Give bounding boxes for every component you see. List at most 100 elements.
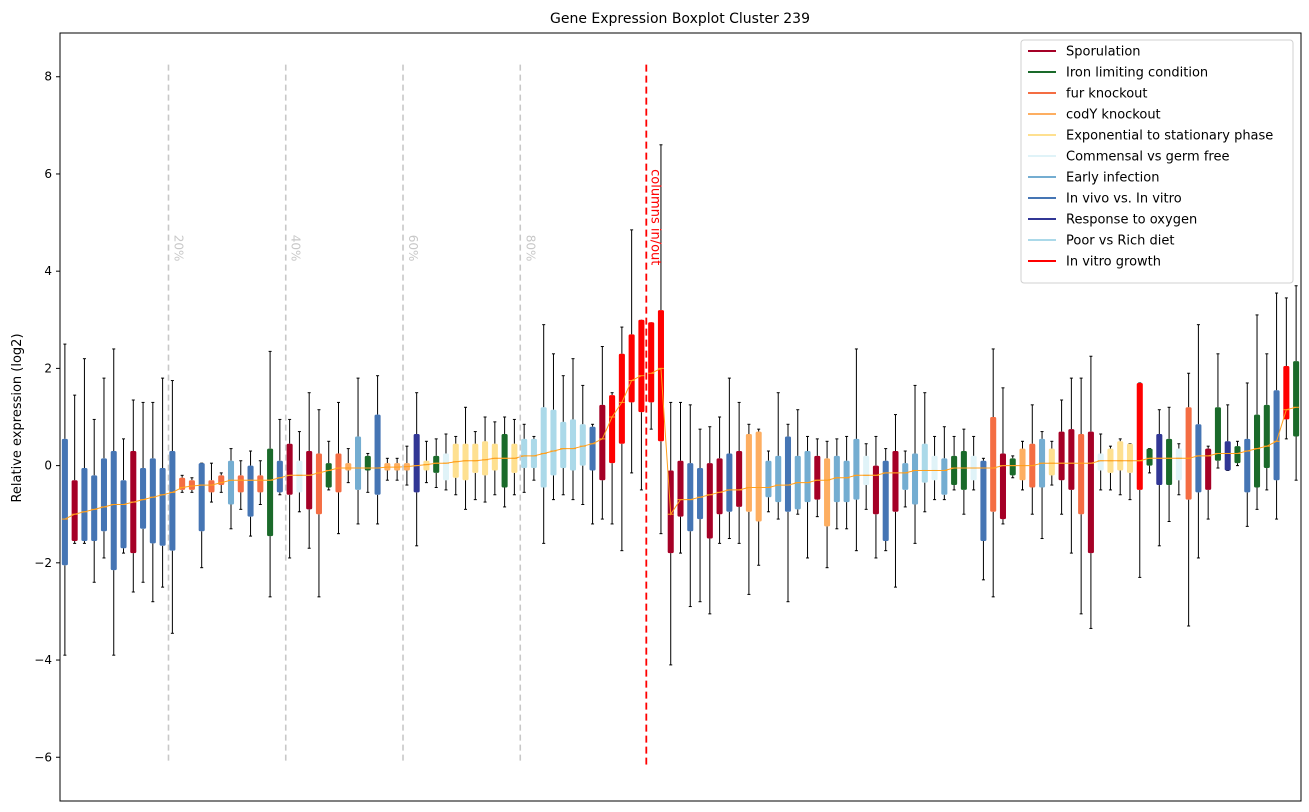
box-57	[609, 392, 616, 525]
box-body	[276, 460, 283, 493]
box-80	[833, 438, 840, 530]
box-1	[61, 343, 68, 656]
box-body	[374, 414, 381, 495]
box-body	[824, 458, 831, 527]
box-63	[667, 401, 674, 666]
box-body	[267, 448, 274, 537]
box-46	[501, 416, 508, 508]
box-49	[530, 435, 537, 481]
box-123	[1253, 314, 1261, 510]
box-body	[921, 443, 928, 483]
box-body	[716, 458, 723, 515]
box-70	[736, 401, 743, 544]
box-body	[755, 431, 762, 522]
box-93	[960, 428, 967, 515]
box-body	[306, 451, 313, 510]
box-31	[355, 377, 362, 525]
box-34	[384, 457, 391, 481]
box-body	[140, 468, 147, 529]
box-3	[81, 358, 88, 544]
box-75	[784, 423, 792, 603]
box-61	[648, 322, 655, 430]
box-body	[697, 468, 704, 520]
box-77	[804, 435, 811, 559]
box-body	[560, 421, 567, 469]
box-65	[687, 404, 694, 608]
box-14	[188, 477, 195, 493]
legend-frame	[1020, 39, 1294, 284]
box-body	[120, 480, 127, 549]
box-83	[863, 443, 870, 510]
box-body	[100, 458, 108, 532]
box-body	[814, 455, 821, 500]
box-124	[1263, 353, 1270, 491]
box-9	[140, 401, 147, 583]
box-body	[247, 465, 254, 517]
box-body	[1048, 448, 1055, 476]
box-body	[482, 441, 489, 476]
box-body	[149, 458, 156, 544]
box-50	[540, 324, 547, 544]
box-body	[501, 434, 508, 488]
box-body	[1185, 407, 1192, 500]
box-body	[1263, 404, 1270, 469]
box-body	[599, 404, 606, 481]
legend-entry: Commensal vs germ free	[1066, 150, 1229, 165]
box-body	[1136, 382, 1143, 490]
box-body	[423, 460, 430, 471]
legend-entry: Exponential to stationary phase	[1066, 129, 1273, 144]
box-body	[413, 434, 420, 493]
box-body	[990, 417, 997, 512]
box-8	[130, 399, 137, 593]
box-body	[882, 460, 889, 541]
box-72	[755, 428, 762, 566]
box-13	[179, 474, 186, 493]
box-107	[1097, 433, 1104, 491]
box-71	[745, 423, 752, 595]
box-body	[775, 455, 782, 503]
box-body	[472, 443, 479, 473]
box-body	[1097, 453, 1104, 471]
box-body	[1205, 448, 1212, 490]
median-trend-in	[64, 375, 642, 520]
box-body	[892, 451, 899, 512]
box-body	[1224, 441, 1231, 471]
split-label: columns in/out	[647, 169, 662, 265]
y-tick-label: 0	[44, 459, 52, 473]
box-112	[1146, 448, 1153, 474]
box-body	[951, 455, 958, 486]
box-body	[1166, 438, 1173, 486]
box-body	[618, 353, 625, 444]
box-90	[931, 435, 938, 501]
box-127	[1293, 285, 1300, 481]
box-38	[423, 440, 430, 484]
box-97	[999, 387, 1006, 525]
box-body	[1293, 361, 1300, 437]
box-20	[247, 450, 254, 537]
box-body	[569, 419, 577, 471]
box-body	[872, 465, 879, 515]
box-16	[208, 462, 215, 503]
box-88	[911, 384, 919, 544]
box-body	[1175, 448, 1182, 481]
box-body	[1087, 431, 1094, 554]
box-55	[589, 423, 596, 525]
box-body	[853, 438, 860, 500]
box-body	[1234, 446, 1241, 464]
box-body	[1009, 458, 1016, 476]
box-54	[579, 384, 586, 505]
legend-entry: In vivo vs. In vitro	[1066, 192, 1182, 207]
median-trend-out	[650, 367, 1297, 516]
box-body	[345, 463, 352, 471]
box-94	[970, 435, 977, 491]
plot-area	[61, 144, 1300, 666]
box-111	[1136, 382, 1143, 578]
box-26	[306, 392, 313, 549]
box-64	[677, 401, 684, 554]
box-body	[91, 475, 98, 541]
box-body	[1068, 429, 1075, 490]
box-118	[1205, 445, 1212, 520]
box-body	[521, 438, 528, 469]
percentile-label: 20%	[171, 235, 185, 262]
